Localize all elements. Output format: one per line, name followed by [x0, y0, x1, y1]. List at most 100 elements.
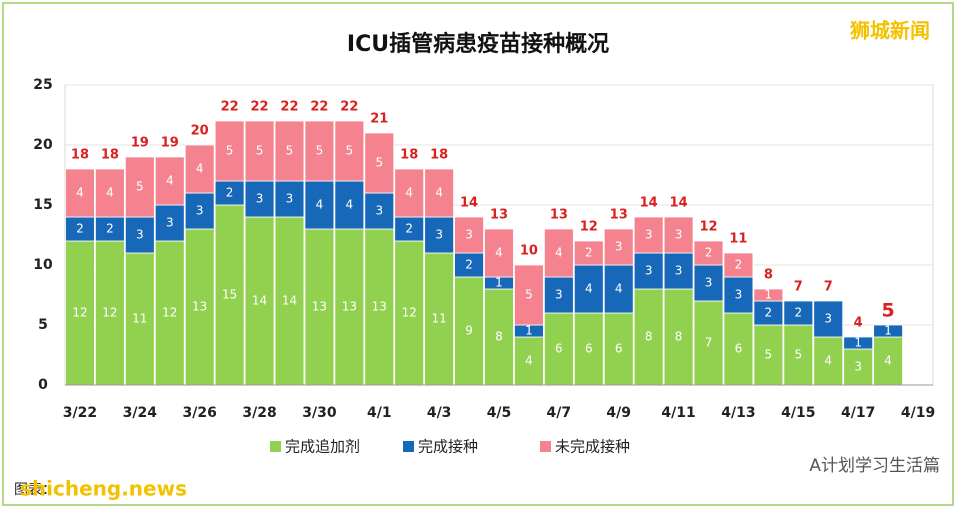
data-label: 9 [465, 324, 473, 338]
bar-segment [214, 204, 245, 386]
bar-segment [304, 228, 335, 386]
source: 图表： [14, 482, 56, 498]
total-label: 8 [764, 268, 773, 283]
total-label: 11 [729, 232, 747, 247]
bar-segment [244, 216, 275, 386]
bar-segment [124, 156, 155, 218]
data-label: 3 [375, 204, 383, 218]
y-tick-label: 25 [33, 77, 52, 93]
x-tick-label: 4/1 [367, 405, 392, 421]
x-tick-label: 3/24 [123, 405, 158, 421]
y-tick-label: 10 [33, 257, 53, 273]
data-label: 3 [435, 228, 443, 242]
data-label: 3 [705, 276, 713, 290]
data-label: 5 [765, 348, 773, 362]
data-label: 4 [166, 174, 174, 188]
total-label: 22 [310, 100, 328, 115]
data-label: 11 [431, 312, 446, 326]
bar-segment [693, 240, 724, 266]
data-label: 12 [102, 306, 117, 320]
bar-segment [633, 216, 664, 254]
data-label: 5 [136, 180, 144, 194]
data-label: 2 [794, 306, 802, 320]
data-label: 1 [884, 324, 892, 338]
bar-segment [843, 336, 874, 350]
data-label: 3 [675, 228, 683, 242]
bar-segment [753, 324, 784, 386]
x-tick-label: 4/11 [661, 405, 695, 421]
x-tick-label: 4/17 [841, 405, 875, 421]
bar-segment [603, 264, 634, 314]
data-label: 3 [645, 228, 653, 242]
x-tick-label: 3/26 [183, 405, 217, 421]
bar-segment [454, 216, 484, 254]
bar-segment [154, 240, 185, 386]
total-label: 19 [131, 136, 149, 151]
data-label: 5 [256, 144, 264, 158]
data-label: 5 [286, 144, 294, 158]
data-label: 3 [675, 264, 683, 278]
y-tick-label: 20 [33, 137, 53, 153]
bar-segment [274, 120, 305, 182]
total-label: 22 [340, 100, 358, 115]
bar-segment [543, 228, 574, 278]
bar-segment [214, 120, 245, 182]
x-tick-label: 4/13 [721, 405, 755, 421]
data-label: 3 [615, 240, 623, 254]
total-label: 18 [101, 148, 119, 163]
total-label: 21 [370, 112, 388, 127]
data-label: 2 [106, 222, 114, 236]
data-label: 13 [372, 300, 387, 314]
bar-segment [424, 252, 455, 386]
data-label: 4 [196, 162, 204, 176]
data-label: 13 [342, 300, 357, 314]
data-label: 5 [375, 156, 383, 170]
total-label: 4 [854, 316, 863, 331]
data-label: 6 [555, 342, 563, 356]
bar-segment [813, 336, 844, 386]
data-label: 4 [405, 186, 413, 200]
total-label: 14 [670, 196, 688, 211]
bar-segment [424, 168, 455, 218]
bar-segment [663, 216, 694, 254]
total-label: 18 [400, 148, 418, 163]
x-tick-label: 3/22 [63, 405, 97, 421]
bar-segment [514, 264, 544, 326]
data-label: 3 [824, 312, 832, 326]
data-label: 15 [222, 288, 237, 302]
data-label: 1 [495, 276, 503, 290]
bar-segment [753, 288, 784, 302]
data-label: 3 [854, 360, 862, 374]
data-label: 3 [196, 204, 204, 218]
bar-segment [753, 300, 784, 326]
bar-segment [873, 324, 903, 338]
bar-segment [304, 120, 335, 182]
data-label: 2 [705, 246, 713, 260]
data-label: 4 [824, 354, 832, 368]
data-label: 12 [162, 306, 177, 320]
total-label: 12 [580, 220, 598, 235]
data-label: 3 [166, 216, 174, 230]
x-tick-label: 3/30 [302, 405, 337, 421]
bar-segment [573, 264, 604, 314]
bar-segment [783, 300, 814, 326]
bar-segment [633, 252, 664, 290]
data-label: 4 [525, 354, 533, 368]
bar-segment [663, 252, 694, 290]
data-label: 5 [226, 144, 234, 158]
bar-segment [184, 192, 215, 230]
data-label: 12 [402, 306, 417, 320]
bar-segment [693, 300, 724, 386]
legend-swatch [403, 441, 414, 452]
data-label: 5 [794, 348, 802, 362]
x-tick-label: 4/7 [547, 405, 572, 421]
data-label: 3 [286, 192, 294, 206]
bar-segment [454, 252, 484, 278]
total-label: 22 [280, 100, 298, 115]
data-label: 3 [136, 228, 144, 242]
data-label: 7 [705, 336, 713, 350]
data-label: 3 [465, 228, 473, 242]
bar-segment [334, 228, 365, 386]
data-label: 8 [675, 330, 683, 344]
bar-segment [244, 120, 275, 182]
